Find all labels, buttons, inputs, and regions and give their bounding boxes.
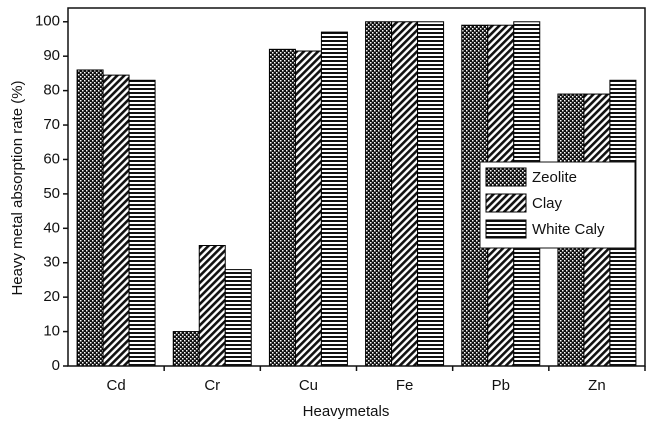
y-tick-label: 20 [43,288,60,305]
legend-swatch [485,167,527,187]
legend-swatch [485,219,527,239]
bar [102,74,130,367]
x-axis-label: Heavymetals [303,403,390,420]
bar [172,331,200,367]
bar [294,50,322,367]
bar [76,69,104,367]
legend-label: White Caly [532,221,605,238]
legend-label: Zeolite [532,169,577,186]
y-tick-label: 50 [43,185,60,202]
x-tick-label: Fe [396,377,414,394]
y-tick-label: 90 [43,47,60,64]
legend-swatch [485,193,527,213]
y-tick-label: 70 [43,116,60,133]
y-tick-label: 0 [52,357,60,374]
x-tick-label: Cd [106,377,125,394]
y-tick-label: 80 [43,82,60,99]
bar [365,21,393,367]
x-tick-label: Cu [299,377,318,394]
y-tick-label: 10 [43,323,60,340]
y-tick-label: 60 [43,150,60,167]
y-tick-label: 40 [43,219,60,236]
y-tick-label: 30 [43,254,60,271]
y-axis-label: Heavy metal absorption rate (%) [9,80,26,295]
legend-label: Clay [532,195,563,212]
y-tick-label: 100 [35,13,60,30]
bar [224,269,252,367]
x-tick-label: Cr [204,377,220,394]
x-tick-label: Pb [492,377,510,394]
plot-frame [67,7,646,367]
x-tick-label: Zn [588,377,606,394]
bar [268,48,296,367]
bar [320,31,348,367]
bar [391,21,419,367]
bar [128,79,156,367]
bar [417,21,445,367]
bar [198,245,226,367]
